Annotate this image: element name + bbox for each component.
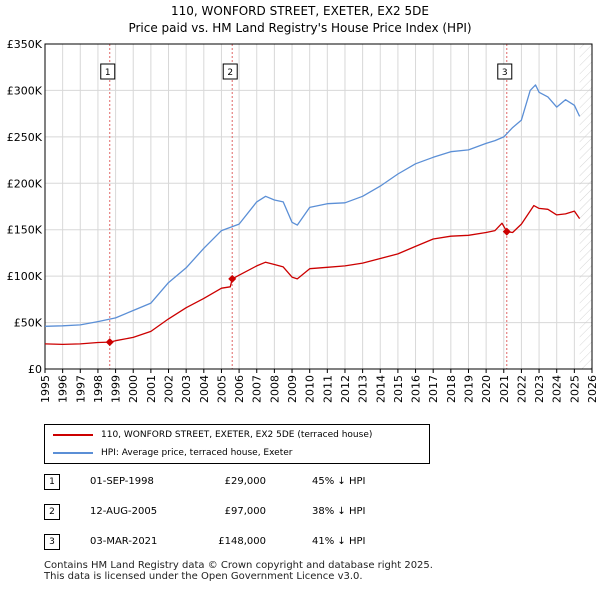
footer-copyright: Contains HM Land Registry data © Crown c… — [44, 560, 433, 571]
x-tick-label: 2025 — [568, 375, 581, 403]
y-tick-label: £350K — [7, 38, 43, 51]
hpi-line — [44, 84, 581, 327]
x-tick-label: 2005 — [215, 375, 228, 403]
sale-badge-label: 3 — [502, 68, 508, 78]
x-tick-label: 2011 — [321, 375, 334, 403]
sale-date: 03-MAR-2021 — [90, 536, 158, 547]
price-chart: £0 £50K £100K £150K £200K £250K £300K £350K 1995… — [7, 38, 599, 403]
legend-label-hpi: HPI: Average price, terraced house, Exet… — [101, 448, 293, 458]
chart-title: 110, WONFORD STREET, EXETER, EX2 5DE Pri… — [0, 3, 600, 37]
future-shading — [579, 44, 592, 369]
sale-hpi-diff: 38% ↓ HPI — [312, 506, 366, 517]
x-tick-label: 2022 — [515, 375, 528, 403]
sale-badge-box — [222, 63, 238, 80]
x-tick-label: 2018 — [445, 375, 458, 403]
x-tick-label: 1999 — [110, 375, 123, 403]
axes: £0 £50K £100K £150K £200K £250K £300K £350K 1995… — [7, 38, 599, 403]
sale-hpi-diff: 41% ↓ HPI — [312, 536, 366, 547]
x-tick-label: 2021 — [498, 375, 511, 403]
sale-number: 3 — [44, 534, 60, 550]
x-tick-label: 2008 — [268, 375, 281, 403]
x-tick-label: 2007 — [251, 375, 264, 403]
y-tick-label: £0 — [28, 363, 42, 376]
x-tick-label: 2010 — [304, 375, 317, 403]
series-lines — [44, 84, 581, 346]
legend-label-property: 110, WONFORD STREET, EXETER, EX2 5DE (te… — [101, 430, 373, 440]
sale-points — [105, 227, 511, 347]
x-tick-label: 2017 — [427, 375, 440, 403]
sale-price: £29,000 — [224, 476, 266, 487]
future-shade — [579, 44, 592, 369]
x-tick-label: 2009 — [286, 375, 299, 403]
sale-badge-box — [100, 63, 116, 80]
x-tick-label: 1998 — [92, 375, 105, 403]
sale-badge-box — [497, 63, 513, 80]
x-tick-label: 2003 — [180, 375, 193, 403]
footer-attribution: Contains HM Land Registry data © Crown c… — [44, 560, 433, 582]
sale-number: 2 — [44, 504, 60, 520]
x-tick-label: 2015 — [392, 375, 405, 403]
y-tick-label: £50K — [14, 317, 43, 330]
legend-swatch-property — [53, 434, 93, 436]
footer-licence: This data is licensed under the Open Gov… — [44, 571, 363, 582]
x-tick-label: 2024 — [551, 375, 564, 403]
title-address: 110, WONFORD STREET, EXETER, EX2 5DE — [171, 4, 429, 18]
x-tick-label: 2026 — [586, 375, 599, 403]
x-tick-label: 2023 — [533, 375, 546, 403]
sale-date: 01-SEP-1998 — [90, 476, 154, 487]
sale-number: 1 — [44, 474, 60, 490]
sale-row: 2 12-AUG-2005 £97,000 38% ↓ HPI — [44, 502, 444, 522]
x-tick-label: 2013 — [357, 375, 370, 403]
x-tick-label: 2019 — [462, 375, 475, 403]
sale-point — [502, 227, 511, 236]
property-price-line — [44, 204, 581, 346]
y-tick-label: £150K — [7, 224, 43, 237]
plot-background — [45, 44, 592, 369]
sale-date: 12-AUG-2005 — [90, 506, 158, 517]
legend-swatch-hpi — [53, 452, 93, 454]
sale-row: 1 01-SEP-1998 £29,000 45% ↓ HPI — [44, 472, 444, 492]
sale-hpi-diff: 45% ↓ HPI — [312, 476, 366, 487]
sale-price: £148,000 — [218, 536, 266, 547]
x-tick-label: 2012 — [339, 375, 352, 403]
x-tick-label: 2016 — [410, 375, 423, 403]
y-tick-label: £200K — [7, 177, 43, 190]
x-tick-label: 1996 — [57, 375, 70, 403]
x-tick-label: 1997 — [74, 375, 87, 403]
y-tick-label: £100K — [7, 270, 43, 283]
x-tick-label: 2000 — [127, 375, 140, 403]
legend: 110, WONFORD STREET, EXETER, EX2 5DE (te… — [44, 424, 430, 464]
x-tick-label: 2020 — [480, 375, 493, 403]
x-tick-label: 2004 — [198, 375, 211, 403]
plot-frame — [44, 43, 593, 370]
sale-badges: 1 2 3 — [100, 63, 513, 80]
title-subtitle: Price paid vs. HM Land Registry's House … — [128, 21, 472, 35]
grid-lines — [44, 43, 593, 370]
x-tick-label: 1995 — [39, 375, 52, 403]
x-tick-label: 2001 — [145, 375, 158, 403]
sale-badge-label: 1 — [105, 68, 111, 78]
sale-badge-label: 2 — [227, 68, 233, 78]
y-tick-label: £300K — [7, 84, 43, 97]
sale-row: 3 03-MAR-2021 £148,000 41% ↓ HPI — [44, 532, 444, 552]
sale-point — [228, 274, 237, 283]
x-tick-label: 2014 — [374, 375, 387, 403]
x-tick-label: 2006 — [233, 375, 246, 403]
y-tick-label: £250K — [7, 131, 43, 144]
sale-point — [105, 338, 114, 347]
sale-price: £97,000 — [224, 506, 266, 517]
x-tick-label: 2002 — [163, 375, 176, 403]
